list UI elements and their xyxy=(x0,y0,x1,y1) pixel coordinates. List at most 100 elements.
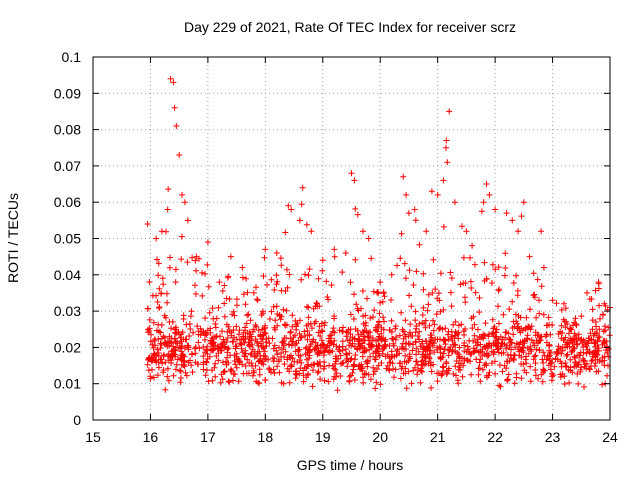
data-point xyxy=(221,368,228,375)
data-point xyxy=(437,270,444,277)
data-point xyxy=(491,348,498,355)
data-point xyxy=(242,353,248,360)
data-point xyxy=(553,300,560,307)
data-point xyxy=(471,261,478,268)
data-point xyxy=(225,273,232,280)
data-point xyxy=(243,275,249,282)
data-point xyxy=(343,350,349,357)
data-point xyxy=(170,347,177,354)
y-tick-label: 0.09 xyxy=(54,85,81,101)
data-point xyxy=(270,303,277,310)
data-point xyxy=(156,285,163,292)
data-point xyxy=(177,368,184,375)
data-point xyxy=(437,336,443,343)
data-point xyxy=(233,364,240,371)
data-point xyxy=(419,351,426,358)
data-point xyxy=(445,346,452,353)
data-point xyxy=(144,221,151,227)
data-point xyxy=(245,311,252,318)
data-point xyxy=(286,341,293,348)
data-point xyxy=(503,329,510,336)
data-point xyxy=(205,283,212,290)
data-point xyxy=(528,337,535,344)
data-point xyxy=(482,320,489,327)
data-point xyxy=(154,256,160,263)
data-point xyxy=(346,337,353,344)
data-point xyxy=(147,373,154,380)
data-point xyxy=(200,353,207,360)
data-point xyxy=(318,337,325,344)
data-point xyxy=(286,368,293,375)
data-point xyxy=(145,367,152,374)
data-point xyxy=(431,321,438,328)
data-point xyxy=(292,371,299,378)
data-point xyxy=(164,373,171,380)
data-point xyxy=(180,336,187,343)
data-point xyxy=(149,366,155,373)
data-point xyxy=(232,343,239,350)
data-point xyxy=(504,376,511,383)
data-point xyxy=(451,199,458,206)
data-point xyxy=(309,383,316,390)
data-point xyxy=(534,276,541,283)
data-point xyxy=(234,302,240,309)
data-point xyxy=(400,328,407,335)
data-point xyxy=(317,376,324,383)
data-point xyxy=(379,298,386,305)
data-point xyxy=(428,188,435,195)
data-point xyxy=(523,314,530,321)
data-point xyxy=(428,368,435,375)
data-point xyxy=(437,355,444,361)
data-point xyxy=(209,367,215,374)
data-point xyxy=(249,363,256,369)
data-point xyxy=(392,323,399,330)
data-point xyxy=(580,337,587,344)
data-point xyxy=(370,314,376,320)
data-point xyxy=(377,279,384,286)
data-point xyxy=(532,352,539,359)
data-point xyxy=(461,342,468,349)
data-point xyxy=(511,323,518,330)
data-point xyxy=(377,299,384,306)
data-point xyxy=(444,159,451,166)
data-point xyxy=(255,327,262,334)
data-point xyxy=(196,255,202,262)
data-point xyxy=(308,228,315,235)
data-point xyxy=(182,369,189,376)
data-point xyxy=(280,306,287,313)
data-point xyxy=(231,352,238,359)
data-point xyxy=(465,357,471,364)
data-point xyxy=(591,330,598,337)
data-point xyxy=(478,334,485,341)
data-point xyxy=(287,328,294,335)
data-point xyxy=(588,358,595,364)
data-point xyxy=(472,339,479,346)
data-point xyxy=(339,328,346,335)
data-point xyxy=(394,346,401,353)
data-point xyxy=(376,310,383,317)
data-point xyxy=(351,356,358,363)
data-point xyxy=(360,228,366,235)
data-point xyxy=(203,358,210,365)
data-point xyxy=(531,353,538,360)
data-point xyxy=(181,358,188,365)
data-point xyxy=(401,346,407,353)
data-point xyxy=(287,329,294,336)
data-point xyxy=(457,281,464,288)
data-point xyxy=(555,343,562,350)
data-point xyxy=(588,296,595,302)
data-point xyxy=(489,261,496,268)
data-point xyxy=(470,337,477,344)
data-point xyxy=(256,380,263,387)
data-point xyxy=(454,377,461,384)
data-point xyxy=(149,341,156,348)
data-point xyxy=(560,316,567,323)
data-point xyxy=(343,351,350,358)
data-point xyxy=(583,350,590,357)
data-point xyxy=(557,358,564,365)
data-point xyxy=(254,296,260,303)
data-point xyxy=(248,350,255,357)
data-point xyxy=(296,357,303,363)
data-point xyxy=(422,358,429,365)
data-point xyxy=(171,326,178,333)
